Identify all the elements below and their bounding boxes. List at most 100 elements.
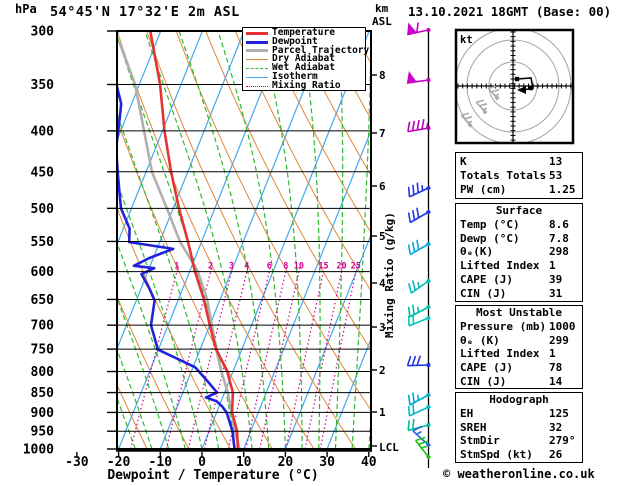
svg-text:10: 10 bbox=[236, 455, 252, 470]
index-value: 13 bbox=[549, 155, 563, 168]
stat-label: EH bbox=[460, 406, 474, 420]
stat-label: Lifted Index bbox=[460, 347, 540, 361]
svg-text:700: 700 bbox=[31, 319, 55, 334]
stat-label: Temp (°C) bbox=[460, 217, 520, 231]
wet-adiabat-lines bbox=[117, 31, 371, 449]
stat-value: 7.8 bbox=[549, 231, 569, 245]
wind-barb bbox=[406, 71, 431, 84]
hodograph-unit-label: kt bbox=[460, 34, 473, 46]
station-title: 54°45'N 17°32'E 2m ASL bbox=[50, 4, 240, 20]
svg-text:400: 400 bbox=[31, 124, 55, 139]
lcl-label: LCL bbox=[379, 441, 399, 454]
svg-text:20: 20 bbox=[278, 455, 294, 470]
svg-text:6: 6 bbox=[379, 180, 386, 193]
copyright-credit: © weatheronline.co.uk bbox=[443, 467, 595, 481]
stat-label: Pressure (mb) bbox=[460, 319, 547, 333]
table-row: θₑ (K) 299 bbox=[456, 334, 582, 348]
stat-value: 39 bbox=[549, 272, 563, 286]
legend-label: Wet Adiabat bbox=[272, 62, 335, 74]
svg-text:3: 3 bbox=[229, 262, 234, 272]
stat-label: CIN (J) bbox=[460, 374, 507, 388]
svg-text:350: 350 bbox=[31, 78, 55, 93]
wind-barb bbox=[487, 85, 500, 101]
wind-barb bbox=[407, 313, 431, 327]
stat-value: 1 bbox=[549, 347, 556, 361]
index-value: 53 bbox=[549, 168, 563, 182]
legend-swatch-dotted bbox=[246, 85, 268, 87]
legend-row: Temperature bbox=[246, 28, 365, 38]
hodograph-border bbox=[454, 28, 575, 145]
svg-text:550: 550 bbox=[31, 235, 55, 250]
table-row: CIN (J) 31 bbox=[456, 287, 582, 301]
stat-value: 298 bbox=[549, 245, 569, 259]
svg-text:500: 500 bbox=[31, 202, 55, 217]
stat-label: SREH bbox=[460, 420, 487, 434]
wind-barb bbox=[407, 392, 431, 406]
stat-label: θₑ(K) bbox=[460, 245, 494, 259]
wind-barb bbox=[407, 207, 431, 224]
legend-row: Mixing Ratio bbox=[246, 81, 365, 91]
svg-text:25: 25 bbox=[351, 262, 361, 272]
svg-text:20: 20 bbox=[336, 262, 346, 272]
svg-text:7: 7 bbox=[379, 127, 386, 140]
index-label: Totals Totals bbox=[460, 168, 547, 182]
svg-text:30: 30 bbox=[319, 455, 335, 470]
dewpoint-line bbox=[117, 61, 236, 449]
svg-text:4: 4 bbox=[244, 262, 249, 272]
stat-value: 14 bbox=[549, 374, 563, 388]
svg-text:2: 2 bbox=[379, 364, 386, 377]
table-row: StmDir 279° bbox=[456, 434, 582, 448]
table-row: K 13 bbox=[456, 155, 582, 169]
stat-value: 125 bbox=[549, 406, 569, 420]
svg-text:ASL: ASL bbox=[372, 15, 392, 28]
stat-value: 299 bbox=[549, 333, 569, 347]
pressure-axis: 300 350 400 450 500 550 600 650 700 750 800 850 900 9… bbox=[23, 25, 116, 458]
wind-barb bbox=[412, 425, 432, 448]
svg-text:40: 40 bbox=[361, 455, 377, 470]
hodograph-plot bbox=[456, 30, 573, 143]
stat-label: StmSpd (kt) bbox=[460, 448, 533, 462]
panel-title: Surface bbox=[495, 204, 543, 217]
wind-barb bbox=[407, 239, 431, 256]
legend-label: Dry Adiabat bbox=[272, 53, 335, 65]
legend-swatch-solid bbox=[246, 76, 268, 78]
index-label: K bbox=[460, 155, 467, 168]
svg-text:1: 1 bbox=[379, 406, 386, 419]
most-unstable-panel: Most Unstable Pressure (mb) 1000 θₑ (K) 29… bbox=[455, 305, 583, 389]
stat-value: 1000 bbox=[549, 319, 576, 333]
table-row: Lifted Index 1 bbox=[456, 347, 582, 361]
legend-row: Dry Adiabat bbox=[246, 53, 365, 65]
datetime-title: 13.10.2021 18GMT (Base: 00) bbox=[408, 4, 612, 19]
stat-value: 1 bbox=[549, 259, 556, 273]
panel-title: Most Unstable bbox=[475, 306, 563, 319]
legend-label: Parcel Trajectory bbox=[272, 44, 370, 56]
svg-text:15: 15 bbox=[318, 262, 328, 272]
table-row: θₑ(K) 298 bbox=[456, 245, 582, 259]
index-value: 1.25 bbox=[549, 182, 576, 196]
wind-barb bbox=[407, 419, 431, 432]
legend-swatch-solid bbox=[246, 40, 268, 44]
mixing-ratio-lines bbox=[130, 265, 358, 449]
stat-label: CAPE (J) bbox=[460, 272, 513, 286]
legend-swatch-solid bbox=[246, 49, 268, 53]
svg-text:750: 750 bbox=[31, 343, 55, 358]
stat-value: 279° bbox=[549, 434, 576, 448]
stat-label: θₑ (K) bbox=[460, 333, 500, 347]
parcel-trajectory-line bbox=[118, 41, 241, 449]
hodograph-arrowhead bbox=[517, 86, 526, 94]
wind-barb bbox=[406, 355, 431, 367]
svg-text:-20: -20 bbox=[107, 455, 131, 470]
wind-barb bbox=[407, 278, 432, 294]
svg-text:300: 300 bbox=[31, 25, 55, 40]
hodograph-trace bbox=[516, 77, 534, 91]
wind-barb bbox=[414, 436, 432, 460]
svg-text:950: 950 bbox=[31, 425, 55, 440]
svg-text:-30: -30 bbox=[65, 455, 89, 470]
table-row: CAPE (J) 39 bbox=[456, 273, 582, 287]
svg-text:850: 850 bbox=[31, 386, 55, 401]
stat-value: 31 bbox=[549, 286, 563, 300]
legend-label: Isotherm bbox=[272, 70, 318, 82]
table-row: CIN (J) 14 bbox=[456, 375, 582, 389]
mixing-ratio-labels: 1 2 3 4 6 8 10 15 20 25 bbox=[174, 262, 361, 272]
